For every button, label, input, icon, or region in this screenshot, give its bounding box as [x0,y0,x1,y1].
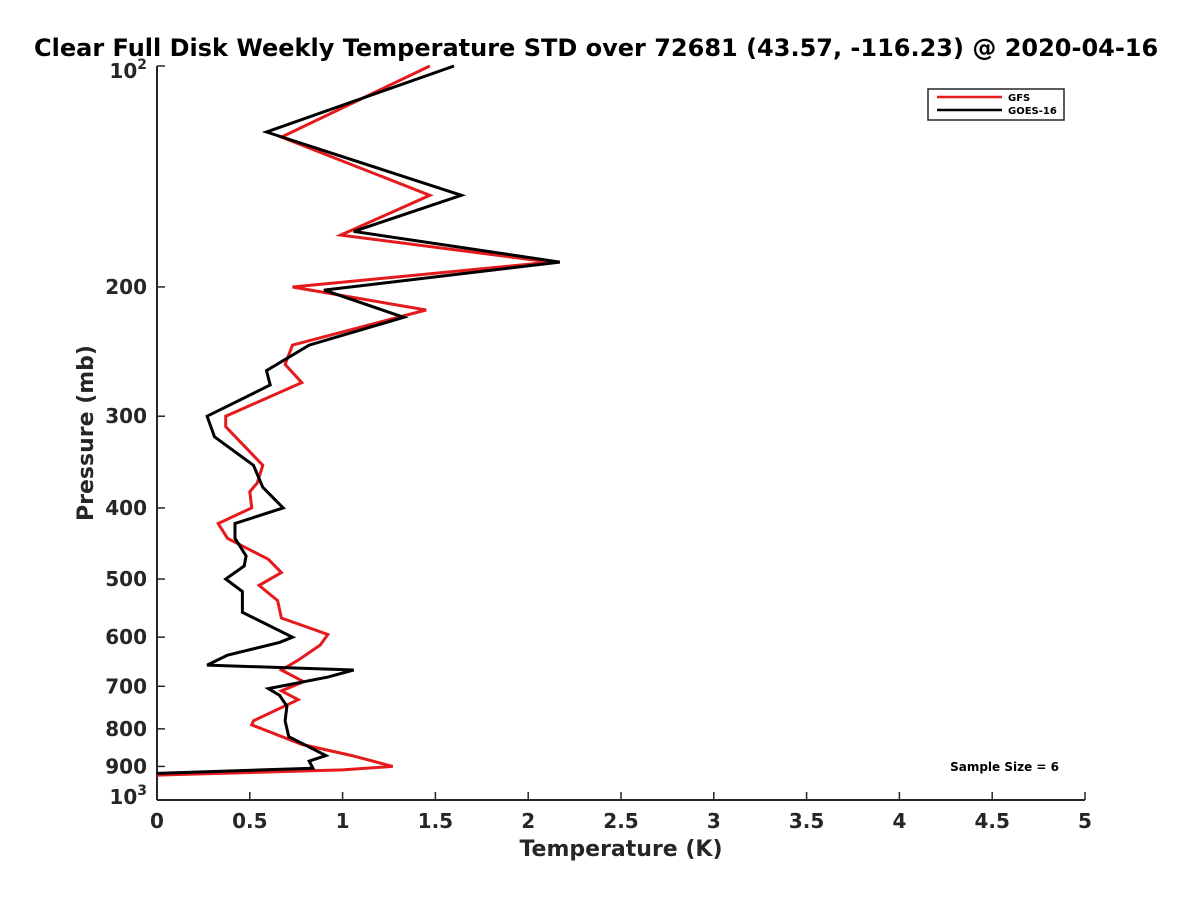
x-axis-label: Temperature (K) [519,837,722,862]
x-tick-label: 3 [707,809,721,833]
y-tick-label-base: 900 [105,754,147,778]
x-tick-label: 3.5 [789,809,824,833]
y-tick-label: 102 [109,57,147,83]
legend: GFS GOES-16 [927,88,1065,121]
y-tick-label: 200 [105,275,147,299]
series-lines [156,64,561,777]
y-tick-label: 500 [105,567,147,591]
y-tick-label-base: 800 [105,717,147,741]
x-tick-label: 0.5 [232,809,267,833]
x-tick-label: 1.5 [418,809,453,833]
series-line-goes16 [156,64,561,775]
plot-axes [156,66,1085,801]
y-tick-label: 800 [105,717,147,741]
y-tick-label-base: 300 [105,404,147,428]
y-tick-label: 700 [105,674,147,698]
y-tick-label-base: 10 [109,785,137,809]
y-tick-label-exponent: 2 [137,57,147,73]
chart-title: Clear Full Disk Weekly Temperature STD o… [34,34,1158,62]
y-tick-label-base: 10 [109,59,137,83]
x-tick-label: 4.5 [974,809,1009,833]
legend-label-gfs: GFS [1008,93,1030,104]
y-tick-label-base: 400 [105,496,147,520]
series-line-gfs [156,64,551,777]
y-tick-label: 600 [105,625,147,649]
x-tick-label: 0 [150,809,164,833]
x-tick-label: 2.5 [603,809,638,833]
x-tick-label: 5 [1078,809,1092,833]
y-axis-label: Pressure (mb) [74,345,99,521]
y-tick-label: 900 [105,754,147,778]
y-tick-label-base: 600 [105,625,147,649]
y-tick-label-base: 200 [105,275,147,299]
x-tick-label: 2 [521,809,535,833]
y-tick-label-exponent: 3 [137,783,147,799]
legend-box [927,88,1065,121]
y-tick-label: 400 [105,496,147,520]
y-tick-label-base: 700 [105,674,147,698]
x-tick-label: 1 [336,809,350,833]
x-tick-label: 4 [892,809,906,833]
y-tick-label: 300 [105,404,147,428]
y-tick-label-base: 500 [105,567,147,591]
legend-label-goes16: GOES-16 [1008,106,1057,117]
y-tick-label: 103 [109,783,147,809]
sample-size-annotation: Sample Size = 6 [950,760,1059,774]
x-axis-ticks: 0 0.5 1 1.5 2 2.5 3 3.5 4 4.5 5 [150,792,1092,833]
